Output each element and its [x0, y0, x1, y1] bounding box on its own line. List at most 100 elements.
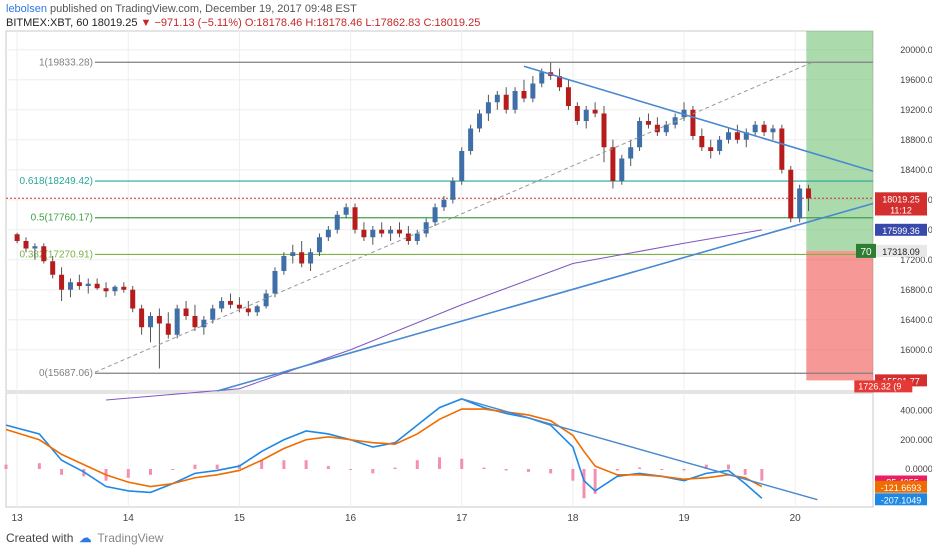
macd-trendline — [461, 398, 818, 501]
stop-zone — [806, 250, 873, 381]
candle-body — [299, 252, 305, 264]
y-tick-label: 20000.00 — [900, 45, 932, 55]
candle-body — [645, 121, 651, 125]
fib-level-label: 1(19833.28) — [39, 57, 93, 68]
candle-body — [797, 188, 803, 219]
candle-body — [521, 91, 527, 99]
target-zone — [806, 31, 873, 251]
candle-body — [308, 252, 314, 264]
macd-histogram-bar — [638, 467, 642, 469]
macd-histogram-bar — [260, 460, 264, 469]
y-tick-label: 19600.00 — [900, 75, 932, 85]
macd-y-tick-label: 0.0000 — [905, 464, 932, 474]
candle-body — [183, 308, 189, 316]
candle-body — [770, 128, 776, 133]
tradingview-logo-icon[interactable]: ☁ — [79, 531, 92, 545]
high-value: H:18178.46 — [305, 17, 363, 29]
macd-histogram-bar — [349, 469, 353, 470]
macd-histogram-bar — [571, 469, 575, 481]
candle-body — [450, 181, 456, 200]
candle-body — [423, 222, 429, 234]
candle-body — [619, 158, 625, 181]
candle-body — [139, 308, 145, 328]
macd-histogram-bar — [526, 469, 530, 472]
candle-body — [485, 102, 491, 114]
moving-average-line — [105, 229, 762, 401]
price-label-text: 17599.36 — [882, 226, 920, 236]
y-tick-label: 16000.00 — [900, 345, 932, 355]
macd-histogram-bar — [4, 464, 8, 469]
candle-body — [806, 188, 812, 199]
candle-body — [761, 124, 767, 133]
candle-body — [236, 304, 242, 309]
candle-body — [272, 271, 278, 294]
entry-tag-text: 70 — [860, 247, 872, 258]
candle-body — [103, 288, 109, 292]
candle-body — [494, 94, 500, 103]
y-tick-label: 19200.00 — [900, 105, 932, 115]
macd-histogram-bar — [727, 464, 730, 469]
candle-body — [583, 109, 589, 121]
macd-histogram-bar — [660, 469, 664, 470]
x-tick-label: 13 — [12, 513, 24, 524]
macd-histogram-bar — [549, 469, 553, 474]
candle-body — [23, 241, 29, 249]
tradingview-brand[interactable]: TradingView — [97, 531, 164, 545]
candle-body — [334, 214, 340, 230]
close-value: C:18019.25 — [423, 17, 481, 29]
price-label-box — [875, 223, 927, 236]
macd-histogram-bar — [582, 469, 586, 499]
x-tick-label: 14 — [123, 513, 135, 524]
x-tick-label: 18 — [567, 513, 579, 524]
x-tick-label: 20 — [790, 513, 802, 524]
candle-body — [672, 117, 678, 125]
candle-body — [681, 109, 687, 118]
macd-histogram-bar — [593, 469, 597, 494]
candle-body — [50, 261, 56, 275]
candle-body — [59, 274, 65, 290]
candle-body — [708, 147, 714, 151]
candle-body — [94, 283, 100, 289]
open-value: O:18178.46 — [244, 17, 303, 29]
candle-body — [512, 91, 518, 110]
fib-level-label: 0.5(17760.17) — [31, 213, 93, 224]
candle-body — [468, 128, 474, 151]
macd-histogram-bar — [415, 460, 419, 469]
macd-value-box — [875, 480, 927, 493]
fib-level-label: 0.382(17270.91) — [20, 249, 93, 260]
macd-histogram-bar — [615, 469, 619, 471]
macd-histogram-bar — [326, 466, 330, 469]
price-change: −971.13 (−5.11%) — [154, 17, 242, 29]
candle-body — [379, 229, 385, 234]
candle-body — [459, 151, 465, 181]
candle-body — [726, 132, 731, 140]
change-arrow-icon: ▼ — [140, 17, 152, 29]
candle-body — [290, 252, 296, 256]
author-link[interactable]: lebolsen — [6, 3, 47, 15]
candle-body — [574, 106, 580, 121]
candle-body — [743, 132, 749, 140]
candle-body — [779, 128, 785, 170]
candle-body — [67, 282, 73, 290]
candle-body — [690, 109, 696, 136]
main-pane — [5, 30, 874, 392]
candle-body — [601, 113, 607, 148]
candle-body — [414, 233, 420, 241]
price-label-box — [875, 192, 927, 205]
candle-body — [477, 113, 483, 129]
footer: Created with ☁ TradingView — [6, 531, 163, 545]
candle-body — [192, 316, 198, 328]
candle-body — [174, 308, 180, 335]
macd-histogram-bar — [215, 464, 219, 469]
macd-histogram-bar — [682, 469, 686, 471]
trendline-descending-resistance — [523, 65, 874, 173]
candle-body — [610, 147, 616, 181]
candle-body — [112, 286, 118, 292]
y-tick-label: 16400.00 — [900, 315, 932, 325]
candle-body — [592, 109, 598, 114]
macd-histogram-bar — [504, 469, 508, 471]
candle-body — [32, 246, 38, 249]
macd-histogram-bar — [60, 469, 64, 475]
macd-histogram-bar — [193, 464, 197, 469]
